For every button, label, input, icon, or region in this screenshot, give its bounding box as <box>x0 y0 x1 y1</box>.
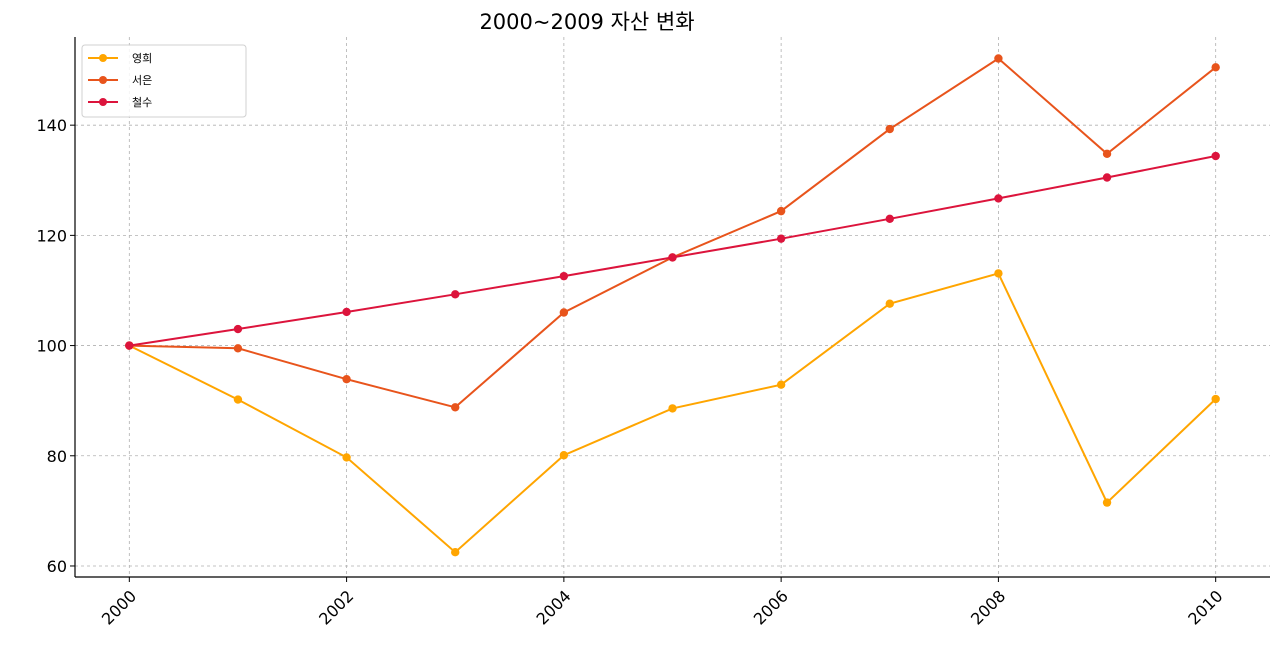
data-point <box>994 194 1003 203</box>
y-tick-label: 140 <box>36 116 67 135</box>
legend-label: 서은 <box>132 74 152 87</box>
data-point <box>125 341 134 350</box>
data-point <box>233 344 243 353</box>
data-point <box>451 290 460 299</box>
data-point <box>233 324 243 334</box>
grid <box>75 37 1270 577</box>
data-point <box>342 453 351 462</box>
data-point <box>885 299 894 308</box>
x-tick-label: 2010 <box>1184 586 1226 628</box>
y-tick-label: 80 <box>47 447 67 466</box>
data-point <box>559 271 569 281</box>
x-tick-label: 2000 <box>98 586 140 628</box>
x-tick-label: 2006 <box>750 586 792 628</box>
data-point <box>668 404 677 413</box>
data-point <box>451 403 460 412</box>
chart-title: 2000~2009 자산 변화 <box>479 10 694 34</box>
x-tick-label: 2008 <box>967 586 1009 628</box>
data-point <box>1211 151 1220 161</box>
x-tick-label: 2004 <box>532 586 574 628</box>
data-point <box>1211 63 1220 72</box>
legend-box <box>81 44 247 118</box>
data-point <box>885 214 894 224</box>
data-point <box>776 234 786 243</box>
data-point <box>1102 498 1112 507</box>
legend-marker <box>99 54 107 62</box>
data-point <box>1102 173 1112 182</box>
data-point <box>994 54 1003 63</box>
series-group <box>125 54 1220 557</box>
data-point <box>776 206 786 216</box>
data-point <box>451 548 460 557</box>
legend-label: 영희 <box>132 52 152 65</box>
series-line <box>129 155 1216 347</box>
data-point <box>342 374 351 384</box>
data-point <box>233 395 243 404</box>
y-tick-label: 60 <box>47 557 67 576</box>
legend-marker <box>99 98 107 106</box>
y-tick-label: 120 <box>36 226 67 245</box>
y-tick-label: 100 <box>36 337 67 356</box>
axes <box>74 37 1270 578</box>
data-point <box>1102 149 1112 159</box>
legend-marker <box>99 76 107 84</box>
data-point <box>342 307 351 317</box>
data-point <box>668 253 677 262</box>
data-point <box>776 380 786 389</box>
data-point <box>994 269 1003 278</box>
ticks: 60 80 100 120 140 2000 2002 2004 2006 2008 2010 <box>36 116 1226 628</box>
x-tick-label: 2002 <box>315 586 357 628</box>
data-point <box>885 124 894 134</box>
data-point <box>1211 394 1220 404</box>
data-point <box>559 308 569 317</box>
data-point <box>559 451 569 460</box>
series-line <box>129 57 1217 409</box>
legend-label: 철수 <box>132 96 152 109</box>
series-line <box>128 272 1217 554</box>
